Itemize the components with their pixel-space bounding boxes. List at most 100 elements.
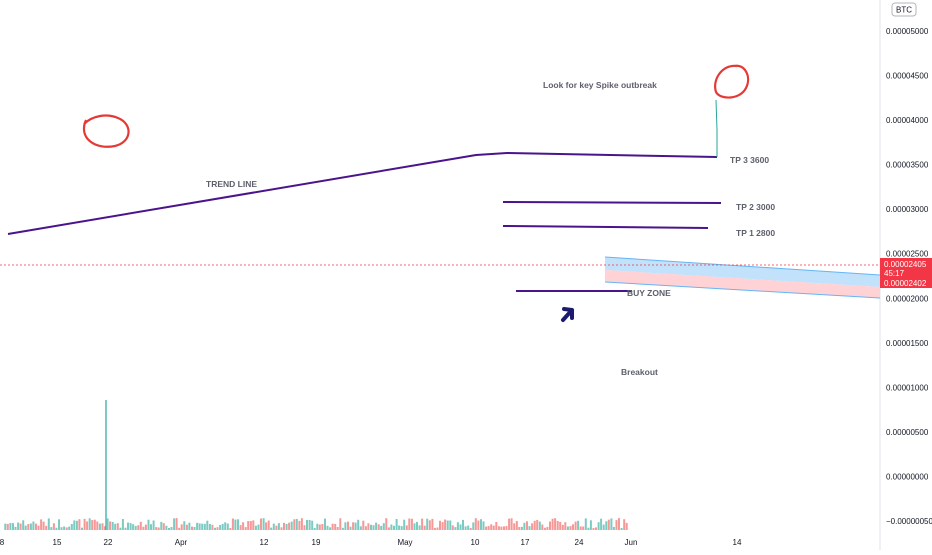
price-tick-label: 0.00001500 (886, 339, 929, 348)
volume-bar (344, 522, 347, 530)
volume-bar (518, 526, 521, 530)
note-trend-line: TREND LINE (206, 179, 257, 189)
volume-bar (316, 523, 319, 530)
volume-bar (52, 523, 55, 530)
volume-bar (242, 522, 245, 530)
note-tp2: TP 2 3000 (736, 202, 775, 212)
volume-bar (257, 524, 260, 530)
currency-badge[interactable] (891, 2, 917, 17)
price-tick-label: 0.00000500 (886, 428, 929, 437)
volume-bar (116, 523, 119, 530)
volume-bar (260, 518, 262, 530)
volume-bar (536, 520, 539, 530)
projected-spike (715, 99, 718, 157)
volume-bar (119, 527, 122, 530)
volume-bar (160, 521, 163, 530)
volume-bar (50, 527, 53, 530)
price-tick-label: 0.00004000 (886, 116, 929, 125)
price-tick-label: 0.00000000 (886, 473, 929, 482)
volume-bar (375, 522, 378, 530)
volume-bar (157, 527, 160, 530)
volume-bar (487, 526, 490, 530)
volume-bar (295, 518, 298, 530)
volume-bar (17, 522, 20, 530)
volume-bar (134, 525, 137, 530)
current-price-tag (880, 258, 932, 288)
volume-bar (508, 518, 511, 530)
volume-bar (497, 526, 500, 530)
time-tick-label: 17 (521, 538, 530, 547)
volume-bar (40, 519, 43, 530)
volume-bar (4, 523, 7, 530)
volume-bar (285, 524, 288, 530)
volume-bar (503, 526, 505, 530)
price-tick-label: 0.00005000 (886, 27, 929, 36)
volume-bar (546, 526, 549, 530)
volume-bar (88, 518, 91, 530)
volume-bar (224, 522, 227, 530)
volume-bar (405, 525, 408, 530)
volume-bar (142, 526, 145, 530)
volume-bar (221, 523, 224, 530)
volume-bar (398, 525, 401, 530)
volume-bar (566, 526, 569, 530)
volume-bar (75, 520, 78, 530)
volume-bar (444, 519, 447, 530)
volume-bar (321, 524, 324, 530)
volume-bar (623, 519, 626, 530)
volume-bar (27, 524, 30, 530)
volume-bar (449, 520, 452, 530)
volume-bar (226, 523, 229, 530)
volume-bar (231, 518, 234, 530)
time-tick-label: 12 (260, 538, 269, 547)
time-tick-label: 22 (104, 538, 113, 547)
volume-bar (214, 527, 216, 530)
volume-bar (178, 527, 181, 530)
note-tp1: TP 1 2800 (736, 228, 775, 238)
volume-bar (610, 518, 613, 530)
volume-bar (137, 525, 140, 530)
volume-bar (531, 523, 534, 530)
volume-bar (201, 523, 204, 530)
volume-bar (68, 526, 71, 530)
volume-bar (155, 527, 158, 530)
volume-bar (418, 525, 421, 530)
volume-bar (541, 524, 544, 530)
volume-bar (219, 525, 222, 530)
volume-bar (595, 527, 597, 530)
price-tick-label: 0.00003000 (886, 205, 929, 214)
volume-bar (618, 518, 620, 530)
volume-bar (523, 522, 526, 530)
volume-bar (283, 522, 285, 530)
volume-bar (515, 521, 518, 530)
volume-bar (168, 528, 170, 530)
volume-bar (270, 527, 273, 530)
volume-bar (505, 526, 508, 530)
volume-bar (326, 525, 329, 530)
volume-bar (543, 527, 546, 530)
volume-spike (105, 400, 107, 530)
volume-bar (6, 523, 9, 530)
volume-bar (459, 524, 462, 530)
note-key-spike: Look for key Spike outbreak (543, 80, 657, 90)
volume-bar (387, 527, 390, 530)
note-tp3: TP 3 3600 (730, 155, 769, 165)
volume-bar (620, 528, 623, 530)
volume-bar (385, 518, 388, 530)
volume-bar (121, 519, 124, 530)
volume-bar (19, 523, 22, 530)
volume-bar (477, 520, 480, 530)
price-tick-label: 0.00003500 (886, 161, 929, 170)
volume-bar (144, 524, 147, 530)
volume-bar (229, 528, 232, 530)
volume-bar (63, 526, 66, 530)
volume-bar (239, 525, 242, 530)
volume-bar (564, 522, 567, 530)
volume-bar (485, 526, 488, 530)
volume-bar (98, 523, 101, 530)
volume-bar (175, 518, 178, 530)
volume-bar (81, 527, 83, 530)
volume-bar (625, 522, 628, 530)
